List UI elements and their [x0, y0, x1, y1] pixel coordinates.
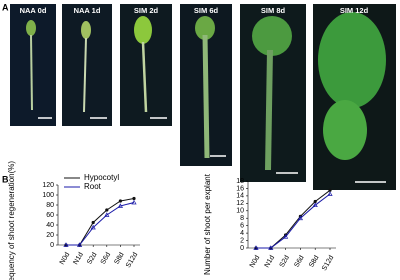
- marker: [131, 199, 137, 205]
- y-tick-label: 12: [236, 200, 244, 207]
- marker: [90, 224, 96, 230]
- marker: [118, 199, 122, 203]
- photo-label: NAA 1d: [74, 6, 101, 15]
- photo-label: NAA 0d: [20, 6, 47, 15]
- specimen: [323, 100, 367, 160]
- y-tick-label: 8: [240, 215, 244, 222]
- x-tick-label: N1d: [72, 251, 85, 266]
- marker: [63, 242, 69, 247]
- specimen: [252, 16, 292, 56]
- series-line: [256, 193, 331, 249]
- y-tick-label: 16: [236, 185, 244, 192]
- specimen: [141, 41, 148, 113]
- marker: [105, 208, 109, 212]
- marker: [268, 245, 274, 250]
- photos: [10, 4, 396, 190]
- marker: [76, 242, 83, 247]
- x-tick-label: S12d: [125, 251, 139, 269]
- marker: [91, 220, 95, 225]
- photo-label: SIM 8d: [261, 6, 286, 15]
- y-tick-label: 40: [46, 222, 54, 229]
- y-tick-label: 60: [46, 212, 54, 219]
- x-tick-label: S6d: [293, 254, 305, 268]
- x-tick-label: N0d: [59, 251, 72, 266]
- specimen: [26, 20, 36, 36]
- x-tick-label: S8d: [308, 254, 320, 268]
- x-tick-label: S2d: [279, 254, 291, 268]
- y-tick-label: 0: [240, 245, 244, 252]
- specimen: [318, 12, 386, 108]
- marker: [313, 199, 317, 204]
- y-tick-label: 100: [42, 192, 54, 199]
- y-tick-label: 120: [42, 182, 54, 189]
- y-tick-label: 2: [240, 237, 244, 244]
- x-tick-label: S2d: [86, 251, 98, 265]
- legend-label: Root: [84, 182, 102, 191]
- specimen: [265, 49, 273, 171]
- photo-label: SIM 6d: [194, 6, 219, 15]
- marker: [253, 245, 259, 250]
- specimen: [202, 34, 210, 159]
- x-tick-label: S8d: [113, 251, 125, 265]
- x-tick-label: S12d: [321, 254, 335, 272]
- marker: [297, 215, 304, 221]
- specimen: [134, 16, 152, 44]
- y-axis-label: Frequency of shoot regeneration(%): [7, 161, 16, 280]
- specimen: [83, 37, 87, 113]
- specimen: [30, 34, 33, 111]
- x-tick-label: N1d: [264, 254, 277, 269]
- y-tick-label: 0: [50, 242, 54, 249]
- panel-letter: A: [2, 2, 9, 12]
- marker: [312, 202, 318, 208]
- panel-letter: B: [2, 174, 9, 184]
- y-tick-label: 14: [236, 193, 244, 200]
- x-tick-label: N0d: [249, 254, 262, 269]
- specimen: [195, 16, 215, 40]
- marker: [328, 188, 332, 192]
- specimen: [81, 21, 91, 39]
- marker: [117, 203, 124, 208]
- y-tick-label: 18: [236, 178, 244, 185]
- y-tick-label: 6: [240, 223, 244, 230]
- marker: [104, 212, 110, 217]
- series-line: [256, 189, 331, 249]
- marker: [132, 196, 136, 201]
- y-tick-label: 20: [46, 232, 54, 239]
- marker: [282, 234, 289, 239]
- y-axis-label: Number of shoot per explant: [203, 173, 212, 275]
- y-tick-label: 10: [236, 208, 244, 215]
- photo-label: SIM 2d: [134, 6, 159, 15]
- series-line: [66, 202, 135, 246]
- x-tick-label: S6d: [100, 251, 112, 265]
- legend-label: Hypocotyl: [84, 173, 119, 182]
- marker: [327, 191, 333, 196]
- y-tick-label: 80: [46, 202, 54, 209]
- y-tick-label: 4: [240, 230, 244, 237]
- photo-label: SIM 12d: [340, 6, 369, 15]
